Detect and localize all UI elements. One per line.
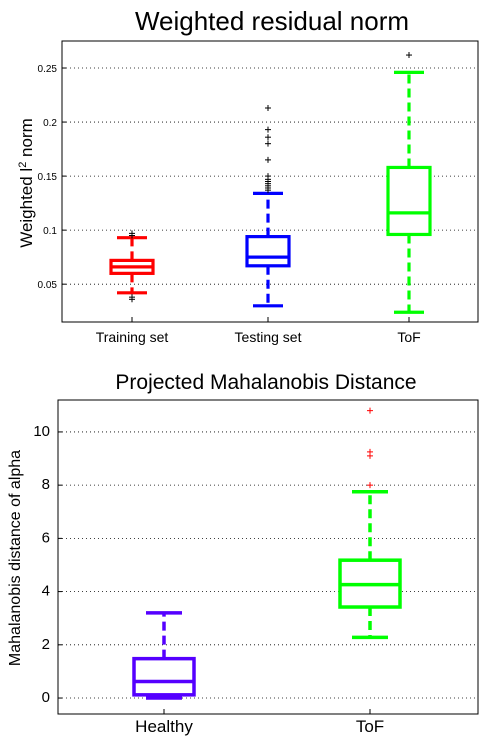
ytick-label: 6 <box>42 529 50 546</box>
box-tof <box>338 407 402 640</box>
iqr-box <box>245 235 291 268</box>
xtick-label: ToF <box>397 329 420 345</box>
chart1-boxes <box>109 52 432 314</box>
chart1-title: Weighted residual norm <box>135 6 409 36</box>
box-healthy <box>132 611 196 700</box>
ytick-label: 0.25 <box>38 64 58 75</box>
chart1-plot-frame <box>61 40 479 323</box>
chart2-ylabel: Mahalanobis distance of alpha <box>7 450 24 666</box>
chart2-title: Projected Mahalanobis Distance <box>115 371 416 394</box>
weighted-residual-norm-chart: Weighted residual norm Weighted l2 norm … <box>17 6 479 345</box>
ytick-label: 4 <box>42 583 50 600</box>
chart2-plot-frame <box>57 399 479 715</box>
chart1-ylabel: Weighted l2 norm <box>17 118 36 248</box>
box-testing-set <box>245 105 291 308</box>
ytick-label: 0.2 <box>43 118 57 129</box>
chart2-boxes <box>132 407 402 700</box>
mahalanobis-distance-chart: Projected Mahalanobis Distance Mahalanob… <box>7 371 479 736</box>
box-tof <box>386 52 432 314</box>
chart2-yticks: 0 2 4 6 8 10 <box>33 423 62 706</box>
xtick-label: Healthy <box>135 717 193 736</box>
box-training-set <box>109 230 155 303</box>
chart2-xticks: Healthy ToF <box>135 709 384 736</box>
chart1-yticks: 0.05 0.1 0.15 0.2 0.25 <box>38 64 66 291</box>
ytick-label: 0.15 <box>38 172 58 183</box>
chart2-gridlines <box>58 431 478 699</box>
chart1-xticks: Training set Testing set ToF <box>96 317 421 345</box>
ytick-label: 10 <box>33 423 50 440</box>
ytick-label: 0 <box>42 689 50 706</box>
iqr-box <box>386 165 432 237</box>
ytick-label: 2 <box>42 636 50 653</box>
ytick-label: 0.05 <box>38 280 58 291</box>
xtick-label: Testing set <box>235 329 302 345</box>
xtick-label: ToF <box>356 717 384 736</box>
xtick-label: Training set <box>96 329 169 345</box>
ytick-label: 0.1 <box>43 226 57 237</box>
iqr-box <box>132 656 196 697</box>
ytick-label: 8 <box>42 476 50 493</box>
